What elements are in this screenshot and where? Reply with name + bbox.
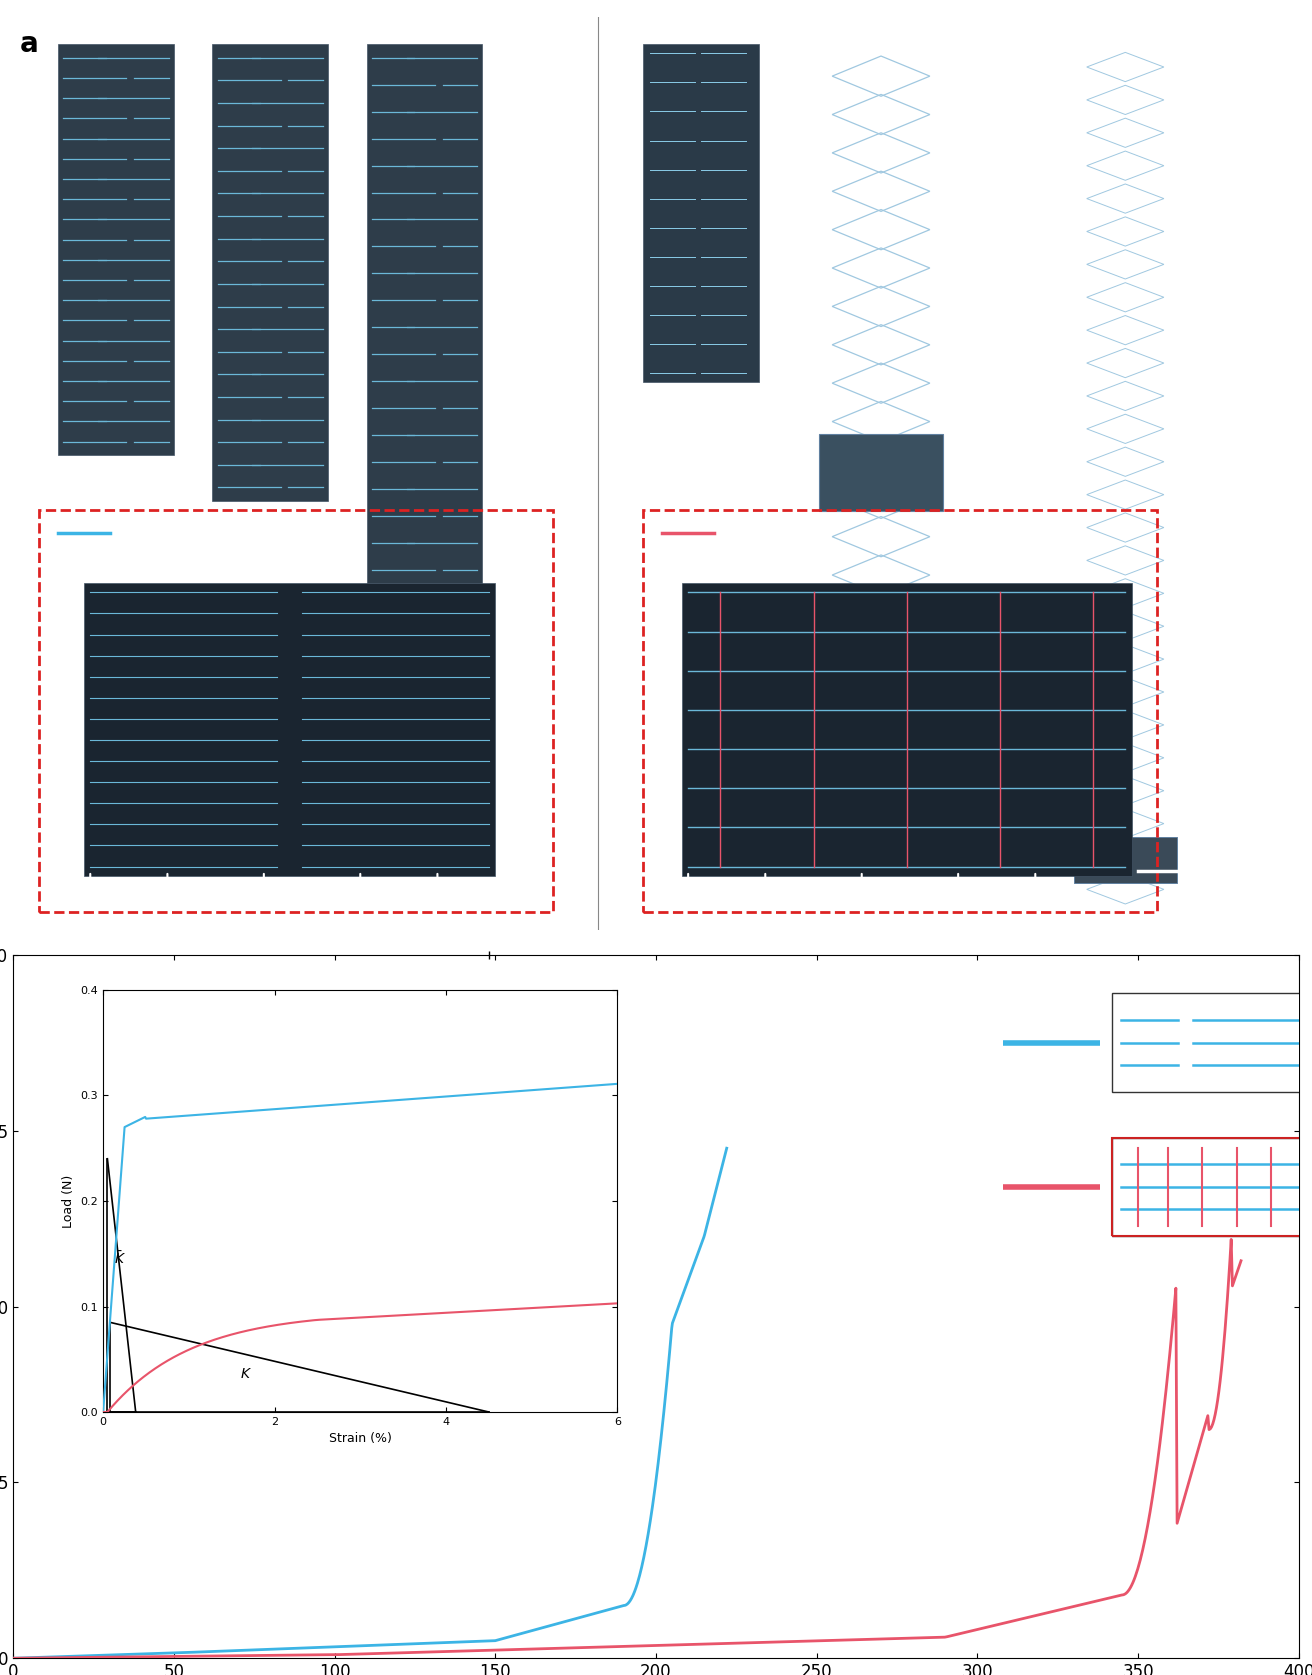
Bar [367,44,483,583]
FancyBboxPatch shape [1113,993,1312,1092]
Bar [1073,838,1177,883]
Bar [643,44,758,382]
Text: Hybrid structure: Hybrid structure [643,471,786,486]
Text: 20g: 20g [216,524,240,538]
Text: 50mm: 50mm [1176,886,1220,901]
Text: 40g: 40g [1072,933,1096,945]
Text: Major cut: Major cut [118,526,177,539]
Bar [39,511,554,913]
Bar [643,511,1157,913]
Text: P: P [858,894,865,904]
Text: 40g: 40g [370,606,395,620]
Bar [819,434,943,511]
Text: P: P [261,894,268,904]
Text: a: a [20,30,38,59]
Bar [58,44,173,456]
Text: 20g: 20g [827,704,851,717]
Text: 10g: 10g [62,477,85,491]
FancyBboxPatch shape [1113,1137,1312,1236]
Bar [682,583,1132,876]
Bar [213,44,328,501]
Bar [84,583,496,876]
Text: Minor cut: Minor cut [723,526,782,539]
Text: 10g: 10g [647,402,670,415]
